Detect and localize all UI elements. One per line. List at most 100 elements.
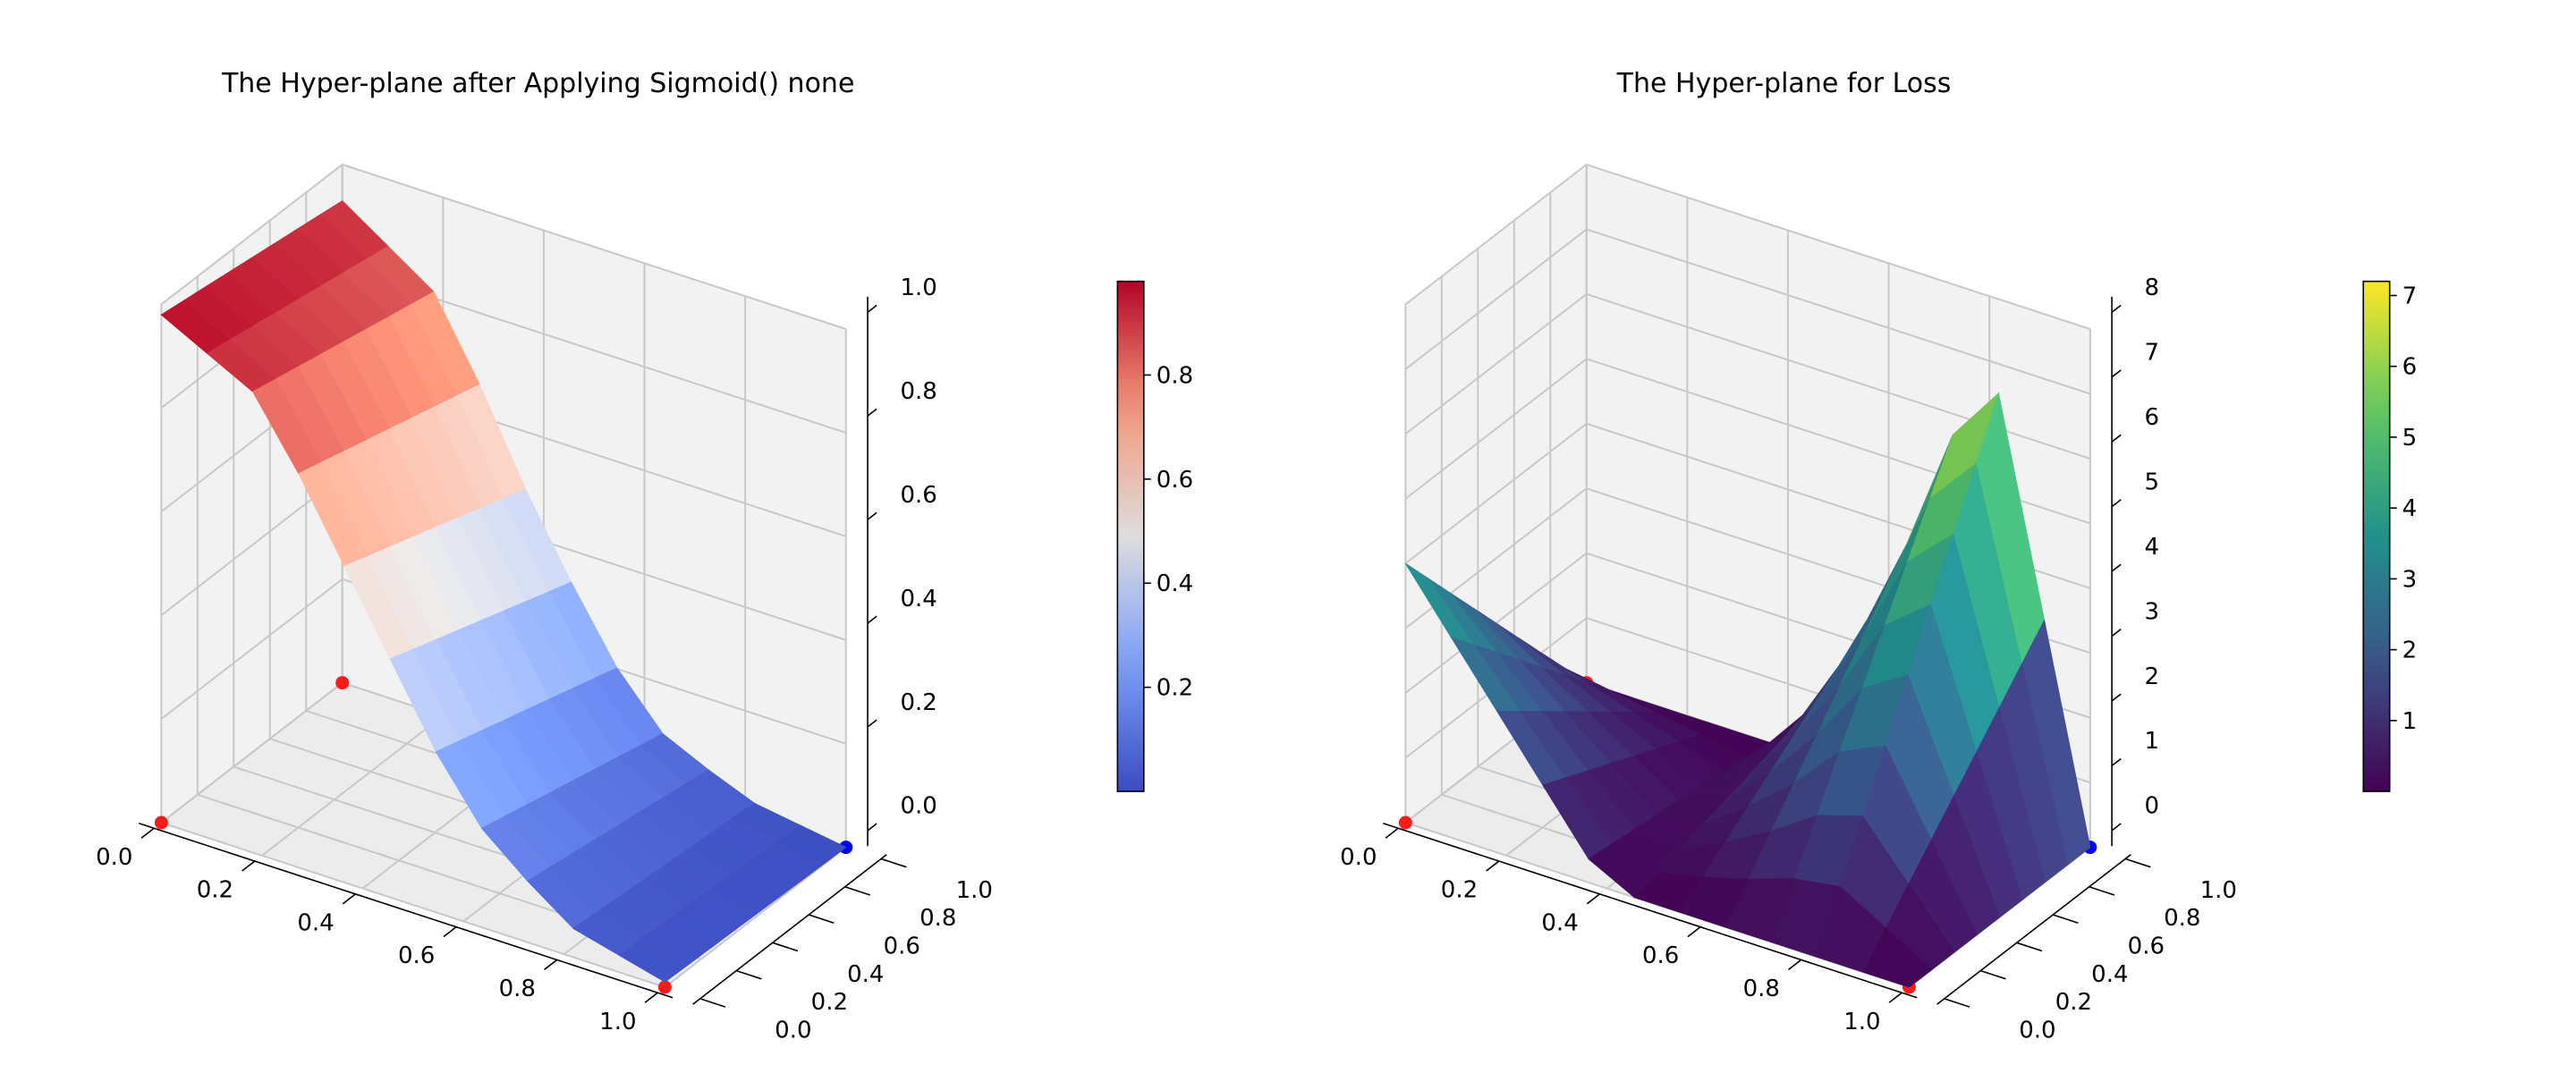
- data-points: [154, 676, 853, 994]
- grid-line: [1404, 293, 1588, 435]
- colorbar-gradient: [2362, 280, 2391, 792]
- y-tick: [2053, 914, 2079, 925]
- x-tick-label: 0.2: [197, 877, 233, 904]
- y-tick-label: 0.8: [919, 905, 956, 932]
- y-tick-label: 0.6: [884, 933, 920, 959]
- x-tick-label: 1.0: [1843, 1009, 1880, 1035]
- x-tick-label: 0.4: [1541, 909, 1578, 936]
- z-tick-label: 0.4: [900, 586, 936, 613]
- x-tick-label: 1.0: [599, 1009, 636, 1035]
- colorbar-tick-label: 5: [2402, 425, 2418, 452]
- y-tick-label: 0.0: [775, 1017, 811, 1043]
- z-tick-label: 8: [2145, 275, 2160, 301]
- axes: 0.00.20.40.60.81.0 0.00.20.40.60.81.00.00…: [96, 275, 993, 1043]
- grid-line: [1404, 423, 1588, 564]
- z-tick-label: 5: [2145, 469, 2160, 495]
- x-axis-line: [139, 822, 674, 999]
- x-tick: [1486, 860, 1500, 872]
- x-tick-label: 0.0: [1340, 844, 1377, 871]
- x-tick-label: 0.6: [1642, 942, 1679, 969]
- x-tick: [1687, 926, 1701, 938]
- data-point-red: [1398, 815, 1412, 830]
- y-tick: [2124, 858, 2151, 868]
- y-tick-label: 0.0: [2019, 1017, 2055, 1043]
- y-tick: [844, 885, 871, 896]
- y-tick: [808, 914, 835, 925]
- x-tick: [1788, 959, 1802, 971]
- y-tick: [2089, 885, 2115, 896]
- grid-line: [161, 822, 665, 988]
- x-tick: [1888, 992, 1902, 1003]
- z-tick-label: 1: [2145, 728, 2160, 755]
- z-tick: [867, 408, 877, 417]
- colorbar-tick-label: 3: [2402, 566, 2418, 593]
- x-tick-label: 0.4: [297, 909, 334, 936]
- x-tick: [543, 959, 558, 971]
- chart-title: The Hyper-plane after Applying Sigmoid()…: [221, 68, 854, 99]
- data-point-red: [154, 815, 168, 830]
- y-tick: [772, 942, 799, 952]
- x-tick: [443, 926, 457, 938]
- grid-line: [160, 681, 343, 824]
- z-tick: [2111, 629, 2122, 638]
- x-tick: [140, 827, 155, 839]
- colorbar-tick-label: 0.8: [1157, 362, 1193, 389]
- x-tick-label: 0.8: [1743, 976, 1780, 1002]
- z-tick: [2111, 304, 2122, 313]
- x-tick: [1586, 893, 1600, 905]
- z-tick: [867, 615, 877, 624]
- chart-sigmoid-hyperplane: 0.00.20.40.60.81.0 0.00.20.40.60.81.00.00…: [96, 68, 1193, 1043]
- z-tick-label: 7: [2145, 340, 2160, 367]
- colorbar-tick-label: 4: [2402, 495, 2418, 522]
- z-tick: [2111, 499, 2122, 508]
- z-tick: [867, 823, 877, 832]
- y-tick-label: 1.0: [2200, 877, 2237, 904]
- surface: [160, 199, 847, 983]
- x-tick: [644, 992, 658, 1003]
- data-point-red: [335, 676, 350, 690]
- y-tick: [736, 969, 762, 980]
- grid-line: [1404, 358, 1588, 500]
- colorbar-tick-label: 6: [2402, 354, 2418, 381]
- x-tick: [1385, 827, 1399, 839]
- colorbar-tick-label: 7: [2402, 283, 2418, 309]
- z-tick-label: 0.8: [900, 378, 936, 405]
- grid-line: [664, 846, 847, 988]
- z-tick-label: 0.0: [900, 793, 936, 820]
- x-tick-label: 0.0: [96, 844, 132, 871]
- grid-line: [342, 164, 847, 330]
- grid-line: [1586, 228, 2091, 395]
- z-tick-label: 0: [2145, 793, 2160, 820]
- colorbar: 0.2 0.4 0.6 0.8: [1116, 280, 1193, 792]
- z-tick-label: 4: [2145, 534, 2160, 561]
- y-tick: [880, 858, 907, 868]
- z-tick: [867, 511, 877, 520]
- z-tick: [2111, 757, 2122, 767]
- grid-line: [160, 578, 343, 720]
- data-point-red: [657, 980, 672, 994]
- z-tick: [867, 304, 877, 313]
- colorbar-tick-label: 1: [2402, 708, 2418, 735]
- grid-line: [1586, 164, 2091, 330]
- z-tick: [2111, 563, 2122, 572]
- z-tick-label: 3: [2145, 598, 2160, 625]
- z-tick-label: 0.6: [900, 482, 936, 509]
- y-axis-line: [1936, 854, 2131, 1005]
- y-axis-line: [692, 854, 887, 1005]
- grid-line: [160, 164, 343, 306]
- y-tick-label: 0.2: [811, 989, 848, 1016]
- z-tick: [2111, 434, 2122, 443]
- z-tick: [2111, 823, 2122, 832]
- colorbar: 1 2 3 4 5 6 7: [2362, 280, 2418, 792]
- x-tick-label: 0.8: [499, 976, 536, 1002]
- z-tick: [867, 719, 877, 728]
- z-tick-label: 6: [2145, 404, 2160, 431]
- z-tick-label: 2: [2145, 663, 2160, 690]
- grid-line: [1404, 228, 1588, 370]
- chart-loss-hyperplane: 0.00.20.40.60.81.0 0.00.20.40.60.81.00123…: [1340, 68, 2417, 1043]
- x-axis-line: [1383, 822, 1918, 999]
- x-tick-label: 0.2: [1441, 877, 1478, 904]
- axes: 0.00.20.40.60.81.0 0.00.20.40.60.81.00123…: [1340, 275, 2237, 1043]
- z-tick-label: 0.2: [900, 689, 936, 716]
- y-tick: [1980, 969, 2006, 980]
